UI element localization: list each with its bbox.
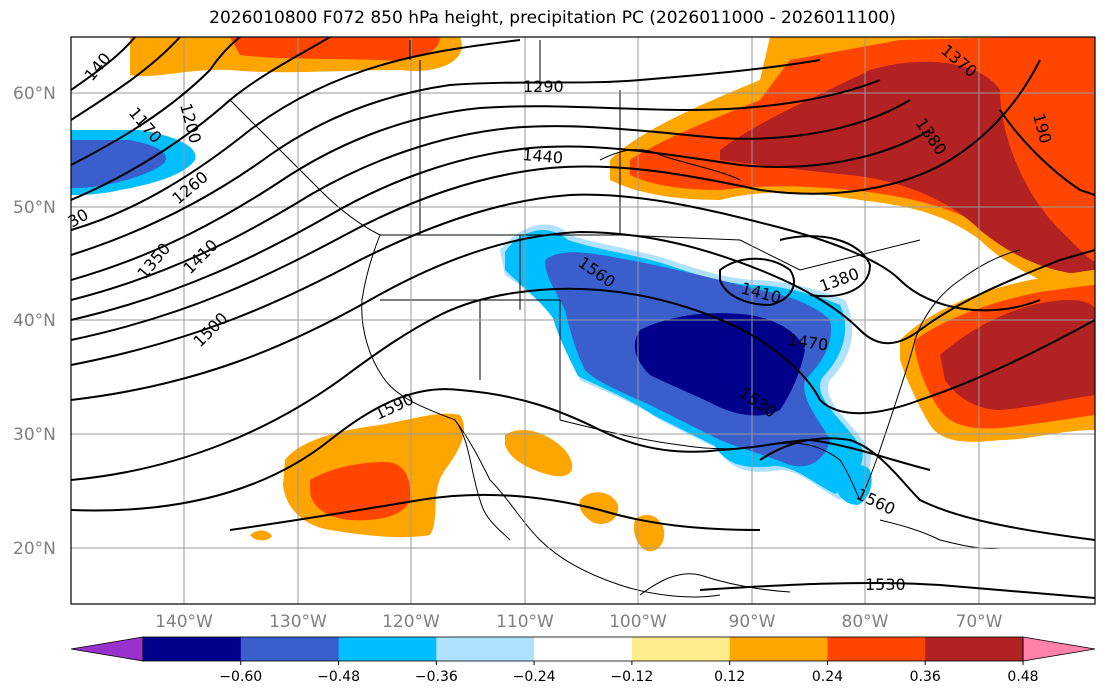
- lat-label: 50°N: [13, 198, 56, 218]
- colorbar-frame: [142, 636, 1024, 662]
- contour-label: 1530: [865, 575, 906, 594]
- contour-label: 1290: [523, 77, 564, 96]
- plot-frame: [70, 36, 1096, 605]
- colorbar-extend-low: [70, 636, 144, 662]
- shade-darkred-north: [720, 61, 1095, 275]
- colorbar-segment: [925, 637, 1024, 661]
- colorbar-tick-label: −0.48: [317, 669, 360, 685]
- colorbar-tick-label: 0.12: [714, 669, 745, 685]
- colorbar-segment: [729, 637, 828, 661]
- colorbar-tick-label: 0.36: [910, 669, 941, 685]
- map-title: 2026010800 F072 850 hPa height, precipit…: [209, 8, 896, 28]
- lon-label: 130°W: [269, 612, 327, 632]
- lat-label: 20°N: [13, 539, 56, 559]
- height-contours: [71, 37, 1095, 599]
- lon-label: 100°W: [609, 612, 667, 632]
- colorbar-extend-high: [1022, 636, 1096, 662]
- lon-label: 90°W: [729, 612, 776, 632]
- lon-label: 80°W: [842, 612, 889, 632]
- lat-label: 40°N: [13, 311, 56, 331]
- lon-label: 120°W: [382, 612, 440, 632]
- colorbar-tick-label: −0.12: [610, 669, 653, 685]
- shade-redorange-topleft: [230, 37, 440, 61]
- shade-orange-small: [250, 530, 272, 541]
- colorbar-segment: [827, 637, 926, 661]
- lat-label: 60°N: [13, 84, 56, 104]
- colorbar-segment: [436, 637, 535, 661]
- lon-label: 70°W: [956, 612, 1003, 632]
- colorbar-tick-label: 0.48: [1007, 669, 1038, 685]
- colorbar-ticks: −0.60 −0.48 −0.36 −0.24 −0.12 0.12 0.24 0.36 0.4…: [219, 661, 1039, 685]
- shade-darkblue: [634, 313, 805, 416]
- colorbar-segment: [534, 637, 633, 661]
- shading-layer: [71, 37, 1095, 552]
- shade-orange-baja: [505, 430, 573, 477]
- colorbar-segment: [143, 637, 242, 661]
- colorbar: [70, 636, 1096, 662]
- colorbar-tick-label: −0.36: [415, 669, 458, 685]
- colorbar-tick-label: −0.24: [513, 669, 556, 685]
- colorbar-segment: [240, 637, 340, 661]
- colorbar-tick-label: −0.60: [219, 669, 262, 685]
- shade-orange-mexico1: [579, 492, 619, 525]
- colorbar-tick-label: 0.24: [812, 669, 843, 685]
- lat-label: 30°N: [13, 425, 56, 445]
- gridlines: [71, 37, 1095, 604]
- shade-orange-mexico2: [633, 514, 665, 552]
- latitude-labels: 60°N 50°N 40°N 30°N 20°N: [13, 84, 56, 559]
- colorbar-segment: [338, 637, 437, 661]
- lon-label: 140°W: [155, 612, 213, 632]
- contour-label: 1440: [522, 145, 564, 167]
- longitude-labels: 140°W 130°W 120°W 110°W 100°W 90°W 80°W …: [155, 612, 1003, 632]
- colorbar-segment: [631, 637, 731, 661]
- coastlines: [229, 40, 1021, 598]
- lon-label: 110°W: [496, 612, 554, 632]
